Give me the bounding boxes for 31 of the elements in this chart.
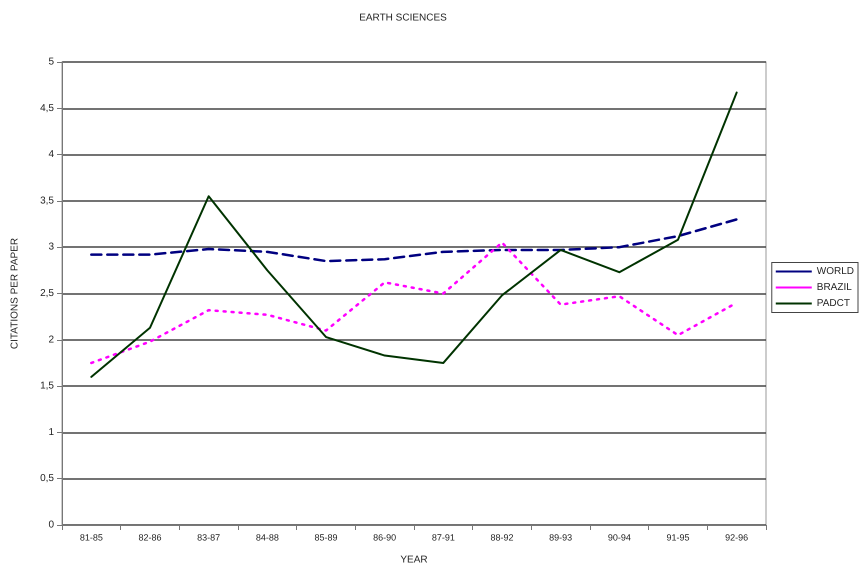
legend-label: WORLD: [816, 266, 854, 277]
x-axis-title: YEAR: [400, 554, 428, 566]
y-tick-label: 0,5: [40, 473, 54, 484]
x-tick-label: 86-90: [373, 532, 396, 542]
x-tick-label: 83-87: [197, 532, 220, 542]
line-series: [90, 92, 738, 378]
y-tick-label: 4: [48, 149, 54, 160]
chart-title: EARTH SCIENCES: [359, 12, 448, 24]
x-tick-label: 84-88: [256, 532, 279, 542]
y-tick-label: 2,5: [40, 288, 54, 299]
line-series: [90, 218, 738, 262]
x-tick-label: 85-89: [314, 532, 338, 542]
legend-label: PADCT: [816, 298, 850, 309]
x-tick-label: 81-85: [80, 532, 103, 542]
x-tick-label: 88-92: [490, 532, 514, 542]
y-tick-label: 3,5: [40, 195, 54, 206]
legend-label: BRAZIL: [816, 282, 852, 293]
y-tick-label: 4,5: [40, 102, 54, 114]
y-axis-title: CITATIONS PER PAPER: [10, 238, 20, 350]
x-tick-label: 91-95: [666, 532, 690, 542]
x-tick-label: 82-86: [138, 532, 162, 542]
y-tick-label: 1,5: [40, 380, 54, 392]
y-tick-label: 2: [48, 334, 54, 346]
x-tick-label: 90-94: [608, 532, 631, 542]
x-tick-label: 87-91: [432, 532, 455, 542]
y-tick-label: 3: [48, 242, 54, 253]
y-tick-label: 0: [48, 520, 54, 530]
x-tick-label: 89-93: [549, 532, 572, 542]
y-tick-label: 1: [48, 426, 54, 438]
y-tick-label: 5: [48, 56, 54, 68]
x-tick-label: 92-96: [725, 532, 748, 542]
